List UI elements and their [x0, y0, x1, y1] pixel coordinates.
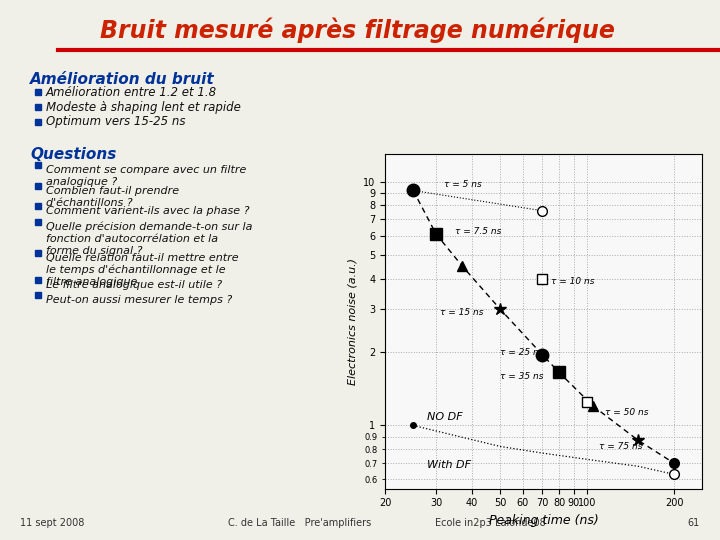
- Text: τ = 10 ns: τ = 10 ns: [551, 277, 595, 286]
- Text: 11 sept 2008: 11 sept 2008: [20, 518, 84, 528]
- Text: Combien faut-il prendre
d'échantillons ?: Combien faut-il prendre d'échantillons ?: [46, 186, 179, 207]
- Text: τ = 25 ns: τ = 25 ns: [500, 348, 544, 357]
- Text: τ = 5 ns: τ = 5 ns: [444, 180, 482, 189]
- Text: Quelle relation faut-il mettre entre
le temps d'échantillonnage et le
filtre ana: Quelle relation faut-il mettre entre le …: [46, 253, 238, 287]
- Text: Optimum vers 15-25 ns: Optimum vers 15-25 ns: [46, 116, 186, 129]
- Text: τ = 15 ns: τ = 15 ns: [440, 308, 484, 316]
- Text: Modeste à shaping lent et rapide: Modeste à shaping lent et rapide: [46, 100, 241, 113]
- Text: Quelle précision demande-t-on sur la
fonction d'autocorrélation et la
forme du s: Quelle précision demande-t-on sur la fon…: [46, 222, 253, 256]
- Y-axis label: Electronics noise (a.u.): Electronics noise (a.u.): [348, 258, 358, 385]
- Text: τ = 35 ns: τ = 35 ns: [500, 372, 544, 381]
- Text: Comment se compare avec un filtre
analogique ?: Comment se compare avec un filtre analog…: [46, 165, 246, 187]
- X-axis label: Peaking time (ns): Peaking time (ns): [489, 514, 598, 527]
- Text: τ = 75 ns: τ = 75 ns: [599, 442, 642, 451]
- Text: Amélioration du bruit: Amélioration du bruit: [30, 72, 215, 87]
- Text: Bruit mesuré après filtrage numérique: Bruit mesuré après filtrage numérique: [100, 17, 615, 43]
- Text: Questions: Questions: [30, 147, 117, 162]
- Text: With DF: With DF: [428, 460, 472, 470]
- Text: Peut-on aussi mesurer le temps ?: Peut-on aussi mesurer le temps ?: [46, 295, 233, 305]
- Text: Amélioration entre 1.2 et 1.8: Amélioration entre 1.2 et 1.8: [46, 85, 217, 98]
- Text: Comment varient-ils avec la phase ?: Comment varient-ils avec la phase ?: [46, 206, 250, 216]
- Text: Ecole in2p3 Lalonde08: Ecole in2p3 Lalonde08: [435, 518, 545, 528]
- Text: 61: 61: [688, 518, 700, 528]
- Text: τ = 50 ns: τ = 50 ns: [605, 408, 648, 417]
- Text: NO DF: NO DF: [428, 412, 463, 422]
- Text: Le filtre analogique est-il utile ?: Le filtre analogique est-il utile ?: [46, 280, 222, 290]
- Text: τ = 7.5 ns: τ = 7.5 ns: [455, 227, 502, 236]
- Text: C. de La Taille   Pre'amplifiers: C. de La Taille Pre'amplifiers: [228, 518, 372, 528]
